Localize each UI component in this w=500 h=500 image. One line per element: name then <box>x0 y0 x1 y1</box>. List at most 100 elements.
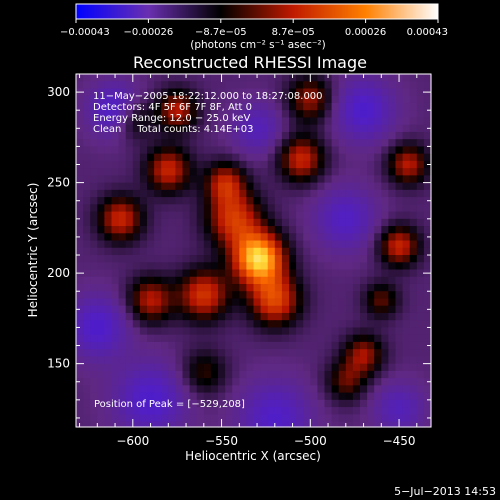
heatmap-cell <box>203 298 212 307</box>
heatmap-cell <box>218 124 226 133</box>
heatmap-cell <box>125 117 134 126</box>
heatmap-cell <box>317 204 326 213</box>
heatmap-cell <box>76 247 84 256</box>
heatmap-cell <box>218 160 226 169</box>
heatmap-cell <box>161 414 169 423</box>
heatmap-cell <box>196 74 205 82</box>
heatmap-cell <box>203 370 212 379</box>
heatmap-cell <box>111 407 120 415</box>
heatmap-cell <box>310 283 318 292</box>
heatmap-cell <box>139 378 148 386</box>
heatmap-cell <box>139 124 148 133</box>
heatmap-cell <box>139 291 148 300</box>
heatmap-cell <box>246 117 255 126</box>
heatmap-cell <box>345 298 354 307</box>
heatmap-cell <box>416 233 425 242</box>
heatmap-cell <box>189 312 198 321</box>
heatmap-cell <box>281 356 290 365</box>
heatmap-cell <box>161 312 169 321</box>
heatmap-cell <box>168 312 176 321</box>
heatmap-cell <box>147 356 155 365</box>
heatmap-cell <box>303 240 311 249</box>
heatmap-cell <box>147 269 155 278</box>
heatmap-cell <box>161 226 169 234</box>
heatmap-cell <box>125 312 134 321</box>
heatmap-cell <box>154 226 162 234</box>
heatmap-cell <box>83 74 91 82</box>
heatmap-cell <box>210 385 219 394</box>
heatmap-cell <box>402 218 411 227</box>
heatmap-cell <box>189 146 198 155</box>
heatmap-cell <box>388 211 397 220</box>
heatmap-cell <box>317 95 326 104</box>
heatmap-cell <box>83 327 91 336</box>
heatmap-cell <box>154 370 162 379</box>
heatmap-cell <box>111 102 120 111</box>
heatmap-cell <box>246 370 255 379</box>
heatmap-cell <box>196 102 205 111</box>
heatmap-cell <box>218 81 226 90</box>
heatmap-cell <box>303 312 311 321</box>
heatmap-cell <box>154 312 162 321</box>
heatmap-cell <box>125 153 134 162</box>
heatmap-cell <box>281 204 290 213</box>
heatmap-cell <box>367 197 375 205</box>
heatmap-cell <box>317 197 326 205</box>
heatmap-cell <box>125 349 134 357</box>
heatmap-cell <box>274 334 283 343</box>
heatmap-cell <box>310 414 318 423</box>
heatmap-cell <box>281 233 290 242</box>
heatmap-cell <box>125 211 134 220</box>
heatmap-cell <box>253 385 262 394</box>
heatmap-cell <box>111 95 120 104</box>
heatmap-cell <box>83 283 91 292</box>
heatmap-cell <box>225 233 233 242</box>
heatmap-cell <box>175 247 184 256</box>
heatmap-cell <box>232 74 240 82</box>
heatmap-cell <box>260 124 269 133</box>
heatmap-cell <box>395 262 404 271</box>
heatmap-cell <box>76 102 84 111</box>
heatmap-cell <box>274 226 283 234</box>
annotation-energy-range: Energy Range: 12.0 − 25.0 keV <box>93 113 250 124</box>
heatmap-cell <box>352 392 361 401</box>
heatmap-cell <box>388 197 397 205</box>
heatmap-cell <box>239 392 247 401</box>
heatmap-cell <box>317 153 326 162</box>
heatmap-cell <box>281 378 290 386</box>
heatmap-cell <box>281 363 290 372</box>
heatmap-cell <box>125 356 134 365</box>
heatmap-cell <box>374 262 382 271</box>
heatmap-cell <box>317 146 326 155</box>
heatmap-cell <box>345 74 354 82</box>
heatmap-cell <box>175 146 184 155</box>
heatmap-cell <box>281 421 290 428</box>
heatmap-cell <box>182 102 191 111</box>
heatmap-cell <box>118 298 127 307</box>
heatmap-cell <box>147 81 155 90</box>
heatmap-cell <box>317 102 326 111</box>
heatmap-cell <box>289 399 297 408</box>
heatmap-cell <box>132 312 141 321</box>
heatmap-cell <box>97 399 105 408</box>
heatmap-cell <box>274 74 283 82</box>
heatmap-cell <box>175 139 184 148</box>
heatmap-cell <box>324 298 333 307</box>
heatmap-cell <box>168 182 176 191</box>
heatmap-cell <box>303 291 311 300</box>
heatmap-cell <box>132 255 141 263</box>
heatmap-cell <box>409 160 418 169</box>
heatmap-cell <box>239 88 247 97</box>
heatmap-cell <box>402 262 411 271</box>
heatmap-cell <box>168 392 176 401</box>
heatmap-cell <box>409 240 418 249</box>
heatmap-cell <box>182 182 191 191</box>
heatmap-cell <box>225 349 233 357</box>
heatmap-cell <box>218 414 226 423</box>
heatmap-cell <box>182 269 191 278</box>
heatmap-cell <box>90 182 98 191</box>
heatmap-cell <box>338 363 347 372</box>
heatmap-cell <box>83 175 91 184</box>
heatmap-cell <box>203 378 212 386</box>
heatmap-cell <box>402 334 411 343</box>
